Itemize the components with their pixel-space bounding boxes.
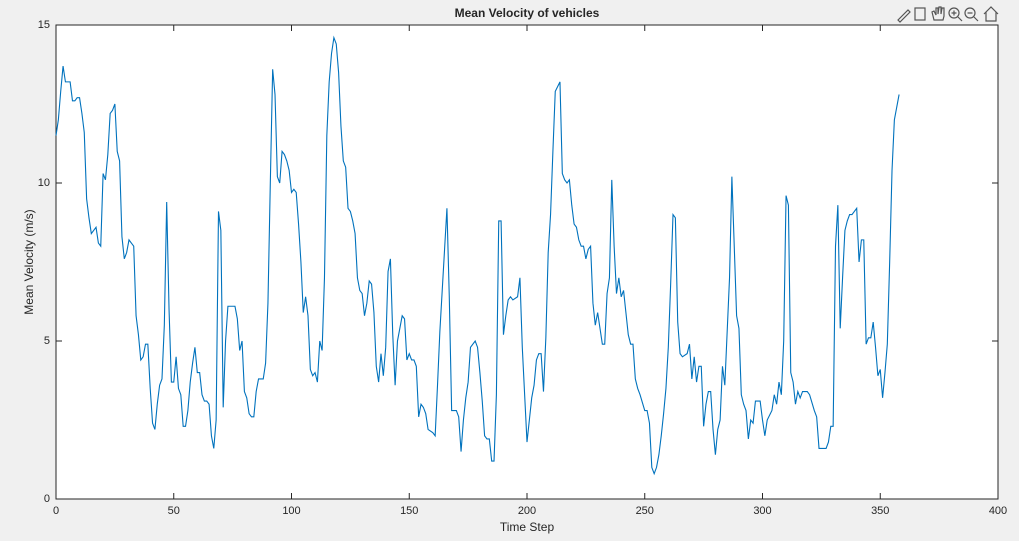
datatip-icon[interactable] [914, 7, 926, 21]
data-line [55, 35, 900, 476]
pan-icon[interactable] [931, 6, 945, 21]
x-tick-label: 0 [53, 505, 59, 517]
y-tick-label: 5 [44, 335, 50, 347]
x-tick-label: 350 [871, 505, 889, 517]
x-axis-label: Time Step [500, 520, 555, 534]
x-tick-label: 400 [989, 505, 1007, 517]
y-tick-label: 10 [38, 177, 50, 189]
toolbar [897, 6, 999, 23]
home-icon[interactable] [983, 6, 999, 22]
brush-icon[interactable] [897, 9, 911, 23]
y-tick-label: 0 [44, 493, 50, 505]
x-tick-label: 200 [518, 505, 536, 517]
zoom-out-icon[interactable] [964, 7, 976, 19]
x-tick-label: 150 [400, 505, 418, 517]
chart-title: Mean Velocity of vehicles [455, 6, 600, 20]
axes-box [55, 24, 999, 500]
y-tick-label: 15 [38, 19, 50, 31]
x-tick-label: 250 [636, 505, 654, 517]
x-tick-label: 300 [753, 505, 771, 517]
x-tick-label: 50 [168, 505, 180, 517]
zoom-in-icon[interactable] [948, 7, 960, 19]
x-tick-label: 100 [282, 505, 300, 517]
y-axis-label: Mean Velocity (m/s) [22, 209, 36, 314]
